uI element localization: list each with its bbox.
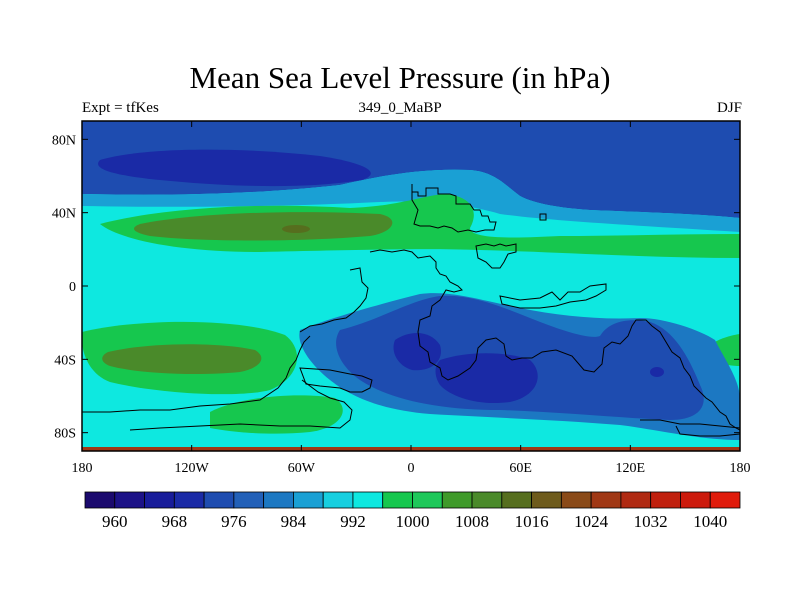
colorbar-swatch bbox=[501, 491, 532, 509]
colorbar-label: 968 bbox=[162, 512, 188, 531]
colorbar-swatch bbox=[352, 491, 384, 509]
colorbar-swatch bbox=[173, 491, 205, 509]
colorbar-swatch bbox=[263, 491, 294, 509]
colorbar-swatch bbox=[441, 491, 473, 509]
colorbar-swatch bbox=[620, 491, 652, 509]
colorbar-label: 1024 bbox=[574, 512, 609, 531]
colorbar-label: 960 bbox=[102, 512, 128, 531]
time-label: 349_0_MaBP bbox=[358, 100, 442, 116]
colorbar-label: 984 bbox=[281, 512, 307, 531]
lat-tick-label: 40N bbox=[52, 207, 76, 222]
coastlines bbox=[82, 184, 740, 437]
colorbar-label: 1008 bbox=[455, 512, 489, 531]
colorbar-swatch bbox=[144, 491, 175, 509]
colorbar-label: 1000 bbox=[396, 512, 430, 531]
colorbar-swatch bbox=[590, 491, 622, 509]
lat-tick-label: 0 bbox=[69, 280, 76, 295]
lon-tick-label: 120W bbox=[175, 461, 210, 476]
lat-tick-label: 40S bbox=[54, 353, 76, 368]
colorbar-label: 1032 bbox=[634, 512, 668, 531]
colorbar-swatch bbox=[382, 491, 413, 509]
colorbar-swatch bbox=[471, 491, 503, 509]
colorbar-label: 1040 bbox=[693, 512, 727, 531]
season-label: DJF bbox=[716, 100, 742, 116]
colorbar-label: 1016 bbox=[515, 512, 549, 531]
colorbar-swatch bbox=[322, 491, 354, 509]
colorbar-swatch bbox=[531, 491, 562, 509]
colorbar-swatch bbox=[203, 491, 235, 509]
colorbar-swatch bbox=[680, 491, 711, 509]
colorbar-swatch bbox=[84, 491, 116, 509]
colorbar-swatch bbox=[709, 491, 741, 509]
colorbar-label: 976 bbox=[221, 512, 247, 531]
latitude-axis: 80N 40N 0 40S 80S bbox=[52, 133, 740, 442]
experiment-label: Expt = tfKes bbox=[82, 100, 159, 116]
colorbar-swatch bbox=[650, 491, 681, 509]
colorbar-swatch bbox=[114, 491, 145, 509]
map-title: Mean Sea Level Pressure (in hPa) bbox=[189, 60, 611, 95]
colorbar-swatch bbox=[233, 491, 265, 509]
colorbar-swatch bbox=[560, 491, 592, 509]
longitude-axis: 180 120W 60W 0 60E 120E 180 bbox=[72, 121, 751, 476]
pressure-field bbox=[82, 121, 740, 451]
lat-tick-label: 80S bbox=[54, 427, 76, 442]
colorbar-swatch bbox=[293, 491, 324, 509]
lon-tick-label: 0 bbox=[408, 461, 415, 476]
lon-tick-label: 60E bbox=[509, 461, 532, 476]
lon-tick-label: 180 bbox=[72, 461, 93, 476]
colorbar: 960 968 976 984 992 1000 1008 1016 1024 1032 1040 bbox=[84, 491, 741, 531]
colorbar-swatch bbox=[412, 491, 443, 509]
lon-tick-label: 180 bbox=[730, 461, 751, 476]
lon-tick-label: 60W bbox=[288, 461, 316, 476]
colorbar-label: 992 bbox=[340, 512, 366, 531]
lon-tick-label: 120E bbox=[616, 461, 646, 476]
lat-tick-label: 80N bbox=[52, 133, 76, 148]
